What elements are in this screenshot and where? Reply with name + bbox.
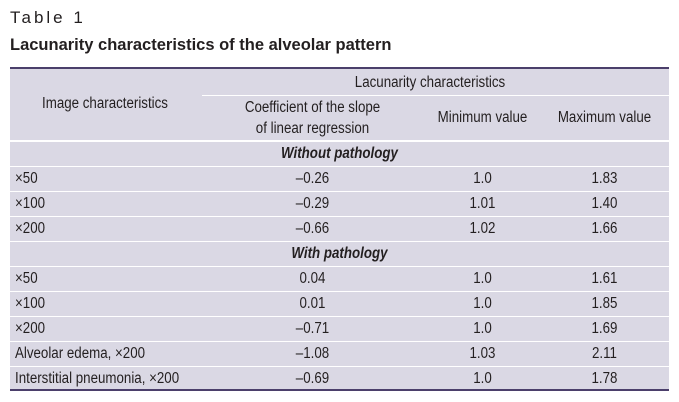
table-row: ×100 –0.29 1.01 1.40 [10,192,669,216]
max-value: 1.66 [591,220,618,237]
min-value: 1.02 [469,220,496,237]
row-label: ×100 [15,195,46,212]
row-label: ×200 [15,320,46,337]
section-title: With pathology [291,245,388,262]
table-row: ×200 –0.71 1.0 1.69 [10,317,669,341]
table-row: Alveolar edema, ×200 –1.08 1.03 2.11 [10,342,669,366]
min-value: 1.0 [473,270,492,287]
slope-value: –0.69 [295,370,330,387]
col-header-image: Image characteristics [42,95,168,112]
max-value: 2.11 [592,345,617,362]
table-row: ×50 0.04 1.0 1.61 [10,267,669,291]
max-value: 1.83 [591,170,618,187]
min-value: 1.0 [473,320,492,337]
row-label: ×50 [15,170,38,187]
slope-value: –0.26 [295,170,330,187]
slope-value: 0.01 [299,295,326,312]
table-header: Lacunarity characteristics Image charact… [10,69,669,140]
slope-value: 0.04 [299,270,326,287]
table-row: ×200 –0.66 1.02 1.66 [10,217,669,241]
col-header-slope-2: of linear regression [255,120,370,137]
section-title: Without pathology [281,145,398,162]
row-label: Interstitial pneumonia, ×200 [15,370,180,387]
top-rule [10,67,669,69]
row-label: ×50 [15,270,38,287]
max-value: 1.61 [591,270,618,287]
max-value: 1.78 [591,370,618,387]
table-number-label: Table 1 [10,8,86,27]
table-row: ×50 –0.26 1.0 1.83 [10,167,669,191]
row-label: ×200 [15,220,46,237]
section-header: With pathology [10,242,669,266]
col-header-max: Maximum value [557,109,652,126]
max-value: 1.69 [591,320,618,337]
slope-value: –0.71 [295,320,330,337]
col-header-slope-1: Coefficient of the slope [244,99,381,116]
max-value: 1.85 [591,295,618,312]
slope-value: –0.29 [295,195,330,212]
group-header: Lacunarity characteristics [354,74,506,91]
min-value: 1.03 [469,345,496,362]
table-row: Interstitial pneumonia, ×200 –0.69 1.0 1.78 [10,367,669,391]
table-title: Lacunarity characteristics of the alveol… [10,36,392,54]
max-value: 1.40 [591,195,618,212]
row-label: ×100 [15,295,46,312]
min-value: 1.0 [473,170,492,187]
table-row: ×100 0.01 1.0 1.85 [10,292,669,316]
min-value: 1.01 [469,195,496,212]
slope-value: –0.66 [295,220,330,237]
bottom-rule [10,389,669,391]
col-header-min: Minimum value [437,109,528,126]
slope-value: –1.08 [295,345,330,362]
row-label: Alveolar edema, ×200 [15,345,146,362]
min-value: 1.0 [473,295,492,312]
section-header: Without pathology [10,142,669,166]
header-divider [202,95,669,96]
min-value: 1.0 [473,370,492,387]
